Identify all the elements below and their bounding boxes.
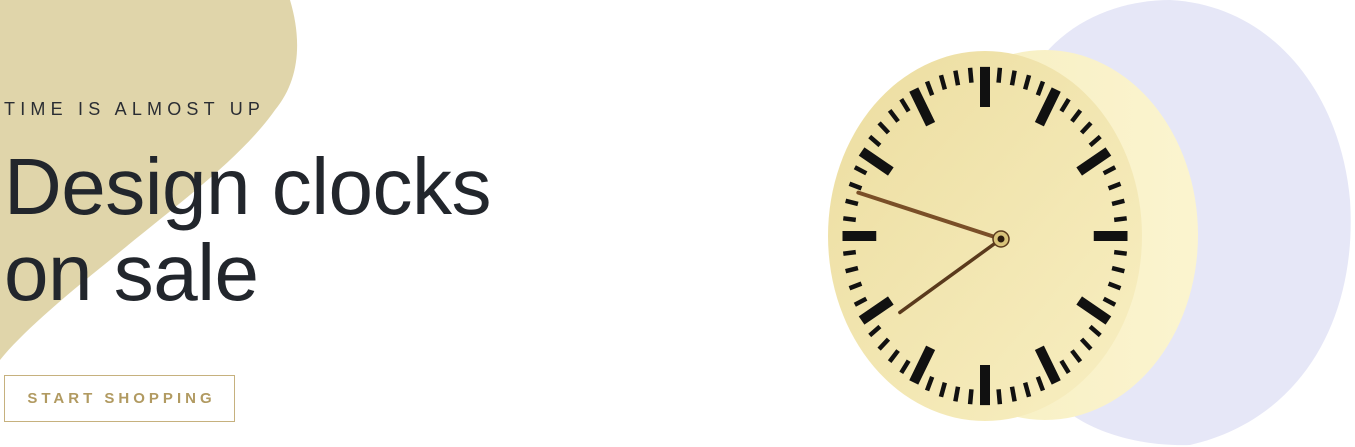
- clock-minor-tick: [996, 67, 1003, 83]
- clock-minor-tick: [1107, 281, 1122, 291]
- clock-minor-tick: [887, 108, 900, 123]
- clock-major-tick: [858, 147, 894, 176]
- clock-minor-tick: [868, 134, 882, 148]
- clock-major-tick: [1076, 147, 1112, 176]
- clock-minor-tick: [1022, 382, 1032, 398]
- clock-minute-hand: [856, 190, 1003, 241]
- clock-minor-tick: [1113, 216, 1127, 223]
- clock-image: [828, 50, 1198, 421]
- hero-headline-line2: on sale: [4, 228, 259, 317]
- clock-minor-tick: [1070, 349, 1083, 364]
- clock-minor-tick: [1079, 337, 1093, 351]
- clock-minor-tick: [1035, 376, 1046, 392]
- clock-minor-tick: [967, 389, 974, 405]
- clock-minor-tick: [1059, 359, 1071, 374]
- clock-minor-tick: [868, 324, 882, 338]
- clock-minor-tick: [845, 265, 859, 274]
- clock-major-tick: [1034, 345, 1061, 385]
- clock-minor-tick: [848, 181, 863, 191]
- clock-minor-tick: [843, 249, 857, 256]
- hero-headline: Design clocks on sale: [4, 142, 492, 317]
- clock-minor-tick: [1079, 121, 1093, 135]
- clock-minor-tick: [848, 281, 863, 291]
- hero-headline-line1: Design clocks: [4, 142, 492, 231]
- clock-minor-tick: [1088, 134, 1102, 148]
- clock-minor-tick: [1111, 265, 1125, 274]
- clock-minor-tick: [938, 74, 948, 90]
- clock-major-tick: [1076, 296, 1112, 325]
- clock-minor-tick: [924, 80, 935, 96]
- decorative-blob-left: [0, 0, 298, 360]
- start-shopping-button[interactable]: START SHOPPING: [4, 375, 235, 422]
- clock-minor-tick: [1009, 386, 1017, 402]
- clock-minor-tick: [899, 359, 911, 374]
- clock-minor-tick: [953, 70, 961, 86]
- clock-minor-tick: [887, 349, 900, 364]
- clock-minor-tick: [1107, 181, 1122, 191]
- hero-eyebrow: TIME IS ALMOST UP: [4, 99, 266, 119]
- clock-minor-tick: [953, 386, 961, 402]
- clock-minor-tick: [1009, 70, 1017, 86]
- clock-minor-tick: [924, 376, 935, 392]
- clock-major-tick: [909, 345, 936, 385]
- clock-minor-tick: [938, 382, 948, 398]
- clock-minor-tick: [843, 216, 857, 223]
- clock-major-tick: [909, 87, 936, 127]
- clock-hour-hand: [898, 237, 1003, 315]
- clock-minor-tick: [877, 121, 891, 135]
- clock-major-tick: [858, 296, 894, 325]
- hero-text: TIME IS ALMOST UP Design clocks on sale: [4, 98, 492, 317]
- clock-minor-tick: [1059, 98, 1071, 113]
- clock-minor-tick: [996, 389, 1003, 405]
- clock-minor-tick: [1113, 249, 1127, 256]
- clock-minor-tick: [853, 165, 868, 176]
- clock-minor-tick: [1070, 108, 1083, 123]
- clock-minor-tick: [967, 67, 974, 83]
- clock-ticks: [842, 66, 1128, 406]
- clock-minor-tick: [1035, 80, 1046, 96]
- clock-minor-tick: [845, 198, 859, 207]
- clock-minor-tick: [877, 337, 891, 351]
- clock-minor-tick: [1111, 198, 1125, 207]
- clock-minor-tick: [1102, 296, 1117, 307]
- clock-minor-tick: [1088, 324, 1102, 338]
- clock-major-tick: [1034, 87, 1061, 127]
- clock-minor-tick: [1022, 74, 1032, 90]
- clock-minor-tick: [899, 98, 911, 113]
- clock-minor-tick: [1102, 165, 1117, 176]
- clock-minor-tick: [853, 296, 868, 307]
